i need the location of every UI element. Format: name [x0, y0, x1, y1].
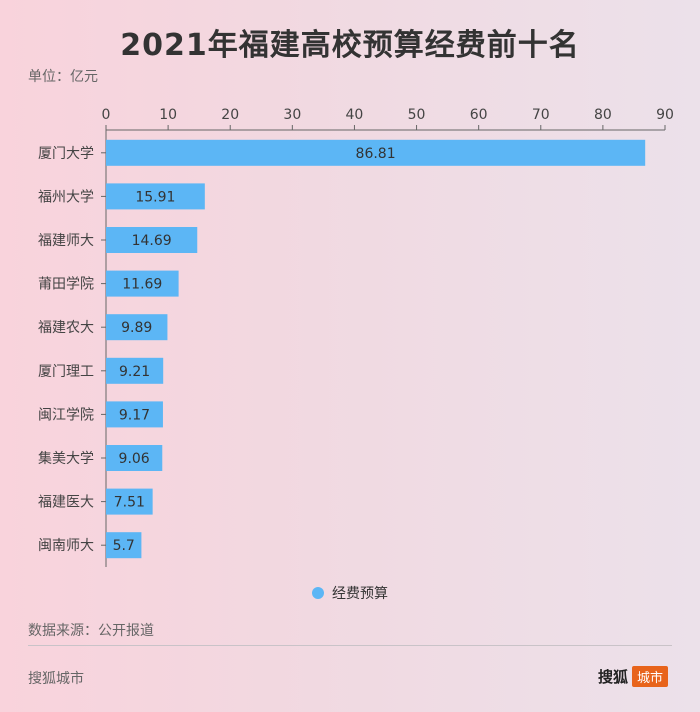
bar-value-label: 9.21: [119, 364, 150, 380]
x-tick-label: 0: [102, 107, 111, 123]
x-tick-label: 90: [656, 107, 674, 123]
bar: [106, 401, 163, 428]
y-category-label: 厦门大学: [38, 146, 94, 162]
brand-logo-main: 搜狐: [597, 668, 628, 686]
divider: [28, 645, 672, 646]
y-category-label: 福建医大: [38, 495, 94, 511]
x-tick-label: 30: [283, 107, 301, 123]
y-category-label: 厦门理工: [38, 364, 94, 380]
bar: [106, 227, 198, 253]
bar-chart: 0 10 20 30 40 50 60 70 80 90 厦门大学 86.81 福州大学 15.91 福建师…: [38, 107, 674, 567]
bar: [106, 445, 163, 471]
bar: [106, 488, 153, 515]
y-category-label: 福建师大: [38, 233, 94, 249]
x-tick-label: 50: [408, 107, 426, 123]
bar: [106, 357, 164, 384]
bar-value-label: 7.51: [114, 495, 145, 511]
bar-value-label: 15.91: [135, 189, 175, 205]
source-note: 数据来源：公开报道: [28, 623, 154, 639]
brand-logo-tag: 城市: [631, 666, 668, 687]
x-tick-label: 10: [159, 107, 177, 123]
bar: [106, 270, 179, 297]
x-tick-label: 40: [346, 107, 364, 123]
legend-swatch: [312, 587, 324, 599]
x-tick-label: 80: [594, 107, 612, 123]
bar-value-label: 9.06: [119, 451, 150, 467]
bar-value-label: 86.81: [356, 146, 396, 162]
unit-label: 单位：亿元: [28, 69, 98, 85]
y-category-label: 闽南师大: [38, 538, 94, 554]
legend-label: 经费预算: [332, 586, 388, 602]
x-tick-label: 20: [221, 107, 239, 123]
y-category-label: 集美大学: [38, 450, 94, 467]
bar: [106, 139, 646, 166]
chart-title: 2021年福建高校预算经费前十名: [120, 28, 580, 63]
y-category-label: 福州大学: [38, 189, 94, 205]
y-category-label: 莆田学院: [38, 277, 94, 293]
footer-publisher: 搜狐城市: [28, 671, 84, 687]
bar-value-label: 5.7: [113, 538, 135, 554]
bar: [106, 532, 142, 559]
x-tick-label: 70: [532, 107, 550, 123]
bar: [106, 314, 168, 341]
bar-value-label: 11.69: [122, 277, 162, 293]
bar-value-label: 9.89: [121, 320, 152, 336]
brand-logo: 搜狐 城市: [598, 666, 668, 687]
x-tick-label: 60: [470, 107, 488, 123]
bar-value-label: 9.17: [119, 407, 150, 423]
bar: [106, 183, 205, 210]
y-category-label: 福建农大: [38, 320, 94, 336]
legend[interactable]: 经费预算: [0, 583, 700, 603]
bar-value-label: 14.69: [132, 233, 172, 249]
y-category-label: 闽江学院: [38, 407, 94, 423]
